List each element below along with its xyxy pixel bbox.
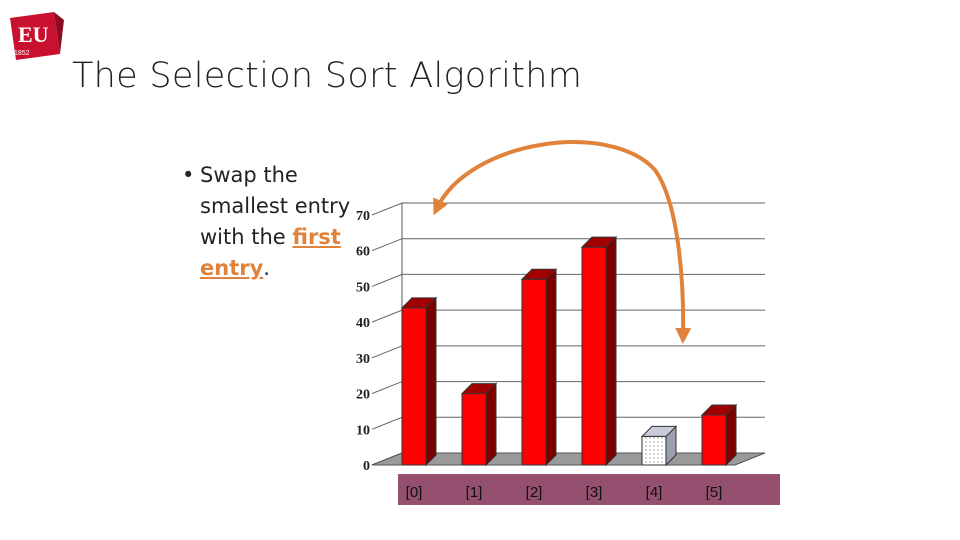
bar-top [700,404,738,416]
category-label-strip [398,474,780,505]
bar-1 [460,382,498,467]
y-tick-label: 60 [356,245,370,260]
swap-arrow [433,140,692,344]
y-tick-label: 10 [356,423,370,438]
bar-0 [400,296,438,467]
x-tick-label: [5] [706,484,723,501]
slide-title: The Selection Sort Algorithm [72,56,583,96]
eu-logo: EU 1852 [8,10,66,60]
bar-front [701,414,727,466]
y-tick-label: 70 [356,209,370,224]
bar-front [641,435,667,466]
y-tick-label: 30 [356,352,370,367]
bar-front [401,307,427,466]
bullet-marker: • [182,163,195,187]
y-tick-label: 0 [363,459,370,474]
bar-front [461,393,487,466]
grid-line [371,273,765,287]
bar-3 [580,235,618,467]
bar-side [485,382,497,467]
logo-text: EU [18,22,49,47]
bar-front [521,278,547,466]
bar-top [460,383,498,395]
grid-line [371,202,765,216]
emphasis-first: first [292,225,341,249]
x-tick-label: [4] [646,484,663,501]
bar-4 [640,425,678,467]
y-tick-label: 20 [356,388,370,403]
bar-2 [520,268,558,467]
bar-5 [700,403,738,467]
y-tick-label: 40 [356,316,370,331]
x-tick-label: [1] [466,484,483,501]
bullet-text-1: Swap the smallest entry with the [200,163,351,249]
grid-line [371,238,765,252]
x-tick-label: [0] [406,484,423,501]
bar-side [545,268,557,467]
bullet-text-2: . [263,256,270,280]
y-tick-label: 50 [356,280,370,295]
logo-year: 1852 [14,50,30,57]
x-tick-label: [2] [526,484,543,501]
bullet-point: • Swap the smallest entry with the first… [182,160,362,284]
x-tick-label: [3] [586,484,603,501]
emphasis-entry: entry [200,256,264,280]
bar-side [605,235,617,467]
y-axis-line [371,203,403,466]
bar-front [581,246,607,466]
bar-side [425,296,437,467]
bar-top [640,425,678,437]
